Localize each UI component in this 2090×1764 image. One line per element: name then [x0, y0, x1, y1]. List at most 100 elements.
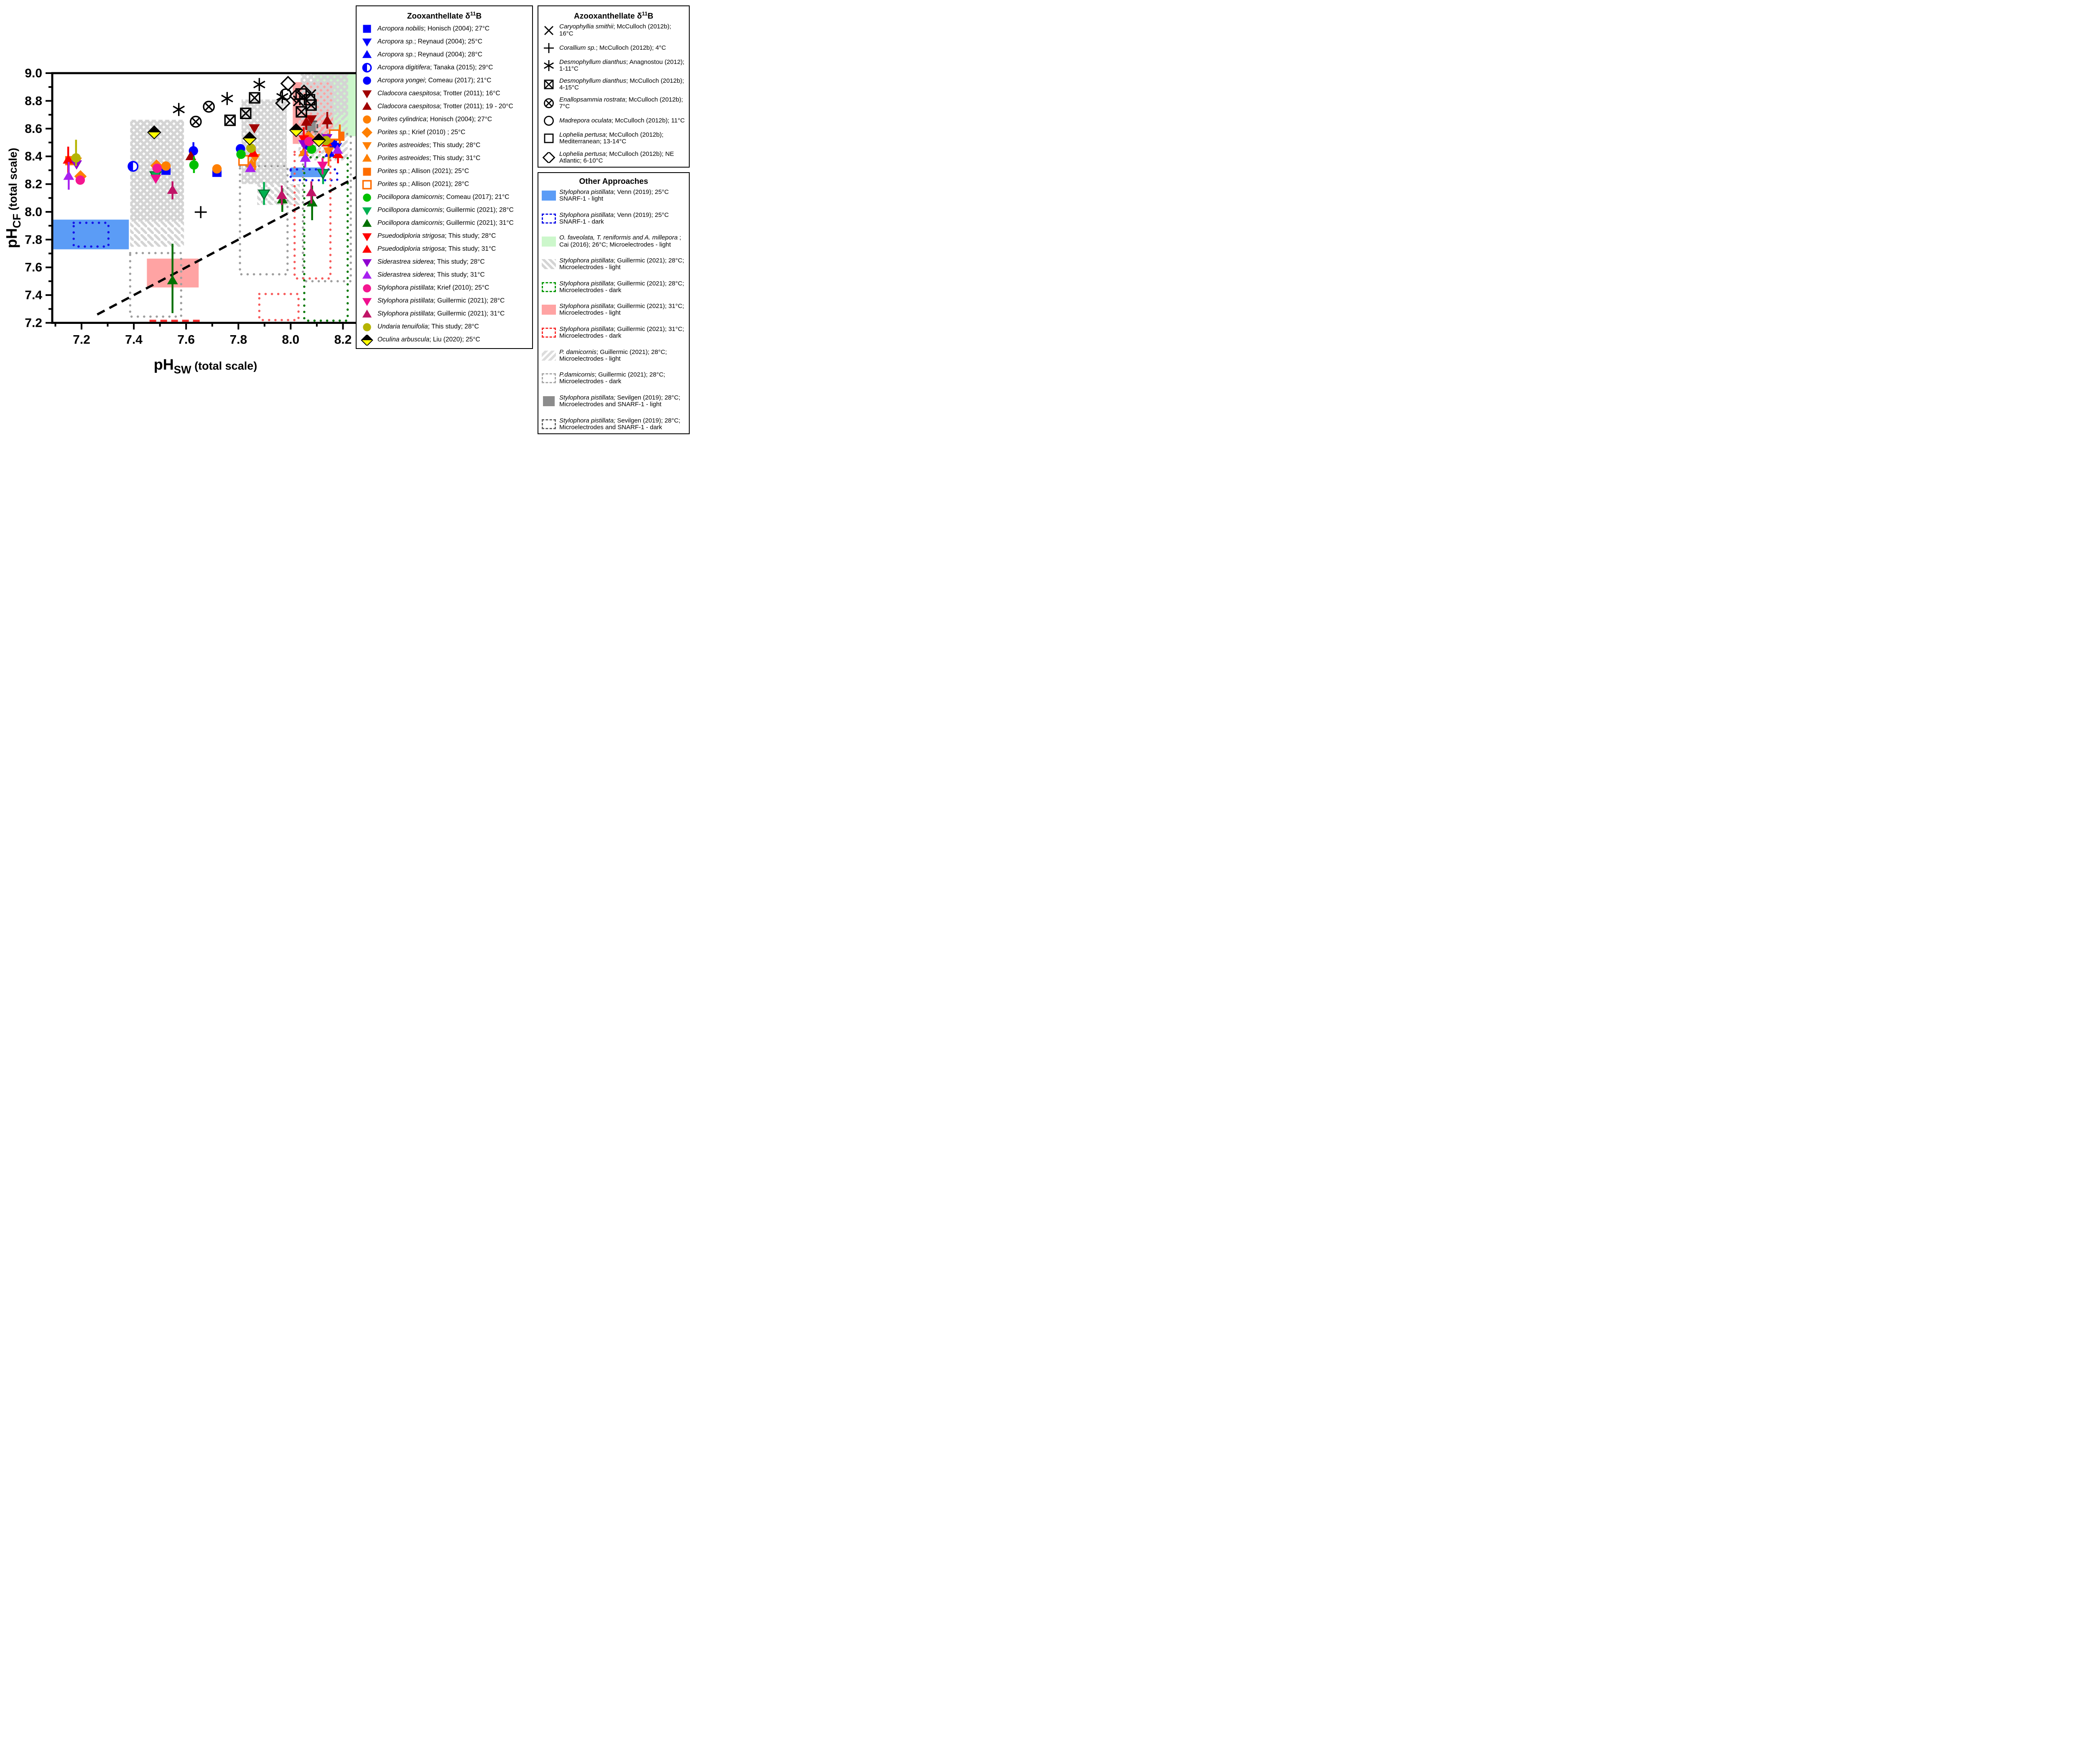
- marker-triangle-up: [362, 270, 372, 279]
- legend-marker-icon: [363, 76, 371, 85]
- marker-triangle-down: [317, 161, 328, 171]
- legend-marker-icon: [362, 207, 372, 215]
- legend-item-label: Desmophyllum dianthus; McCulloch (2012b)…: [559, 77, 686, 91]
- legend-item-label: Caryophyllia smithii; McCulloch (2012b);…: [559, 23, 686, 37]
- legend-marker: [360, 205, 374, 216]
- legend-item-label: Acropora nobilis; Honisch (2004); 27°C: [377, 25, 489, 33]
- legend-marker: [542, 25, 556, 36]
- legend-item-label: Stylophora pistillata; Guillermic (2021)…: [559, 326, 686, 339]
- marker-oculina-outline: [242, 131, 257, 146]
- legend-item: Stylophora pistillata; Sevilgen (2019); …: [542, 394, 686, 408]
- reference-text: Sevilgen (2019); 28°C; Microelectrodes a…: [559, 394, 681, 408]
- marker-oculina-diamond-top: [361, 334, 373, 340]
- legend-marker-icon: [544, 43, 554, 53]
- species-name: Cladocora caespitosa: [377, 103, 440, 110]
- marker-oculina-diamond-bottom: [290, 130, 303, 137]
- marker-half-circle-fill: [128, 161, 133, 171]
- legend-marker: [360, 283, 374, 294]
- marker-circle: [152, 163, 162, 173]
- marker-triangle-up: [321, 115, 333, 125]
- marker-oculina-outline: [147, 125, 161, 140]
- legend-item: Siderastrea siderea; This study; 31°C: [360, 270, 529, 281]
- legend-swatch-sw-fill-salmon: [542, 305, 556, 315]
- legend-item: Stylophora pistillata; Venn (2019); 25°C…: [542, 188, 686, 202]
- marker-triangle-down: [362, 38, 372, 47]
- legend-item-label: Undaria tenuifolia; This study; 28°C: [377, 323, 479, 331]
- region-fill: [53, 219, 129, 249]
- legend-swatch-sw-dash-gray: [542, 373, 556, 384]
- y-tick-label: 8.4: [25, 150, 42, 163]
- sw-dash-green-icon: [542, 282, 556, 292]
- marker-diamond: [362, 127, 372, 138]
- reference-text: ; Allison (2021); 25°C: [408, 168, 469, 175]
- legend-marker: [360, 140, 374, 151]
- marker-circle-x: [191, 117, 200, 126]
- reference-text: ; Guillermic (2021); 31°C; Microelectrod…: [559, 303, 684, 317]
- reference-text: ; McCulloch (2012b); 4-15°C: [559, 77, 684, 91]
- legend-zoox-items: Acropora nobilis; Honisch (2004); 27°C Ac…: [360, 23, 529, 346]
- marker-square: [363, 168, 371, 176]
- reference-text: ; Guillermic (2021); 31°C: [433, 310, 505, 318]
- x-tick-label: 7.2: [73, 333, 90, 347]
- y-tick-label: 7.6: [25, 261, 42, 275]
- marker-open-diamond: [280, 76, 296, 92]
- legend-item-label: P.damicornis; Guillermic (2021); 28°C; M…: [559, 372, 686, 385]
- reference-text: Sevilgen (2019); 28°C; Microelectrodes a…: [559, 417, 681, 431]
- marker-triangle-up: [300, 153, 311, 162]
- marker-triangle-down: [323, 147, 334, 157]
- species-name: Stylophora pistillata: [559, 303, 614, 310]
- species-name: Pocillopora damicornis: [377, 193, 443, 201]
- figure: 7.2 7.4 7.6 7.8 8.0 8.2 7.2 7.4 7.6 7.8 8.0 8.2 8.4 8…: [0, 0, 696, 441]
- legend-marker: [360, 244, 374, 255]
- legend-marker-icon: [362, 180, 372, 189]
- legend-marker-icon: [362, 90, 372, 99]
- reference-text: ; Anagnostou (2012); 1-11°C: [559, 58, 685, 72]
- reference-text: ; Guillermic (2021); 28°C; Microelectrod…: [559, 371, 665, 385]
- region-dotted-outline: [129, 252, 183, 318]
- legend-item: Caryophyllia smithii; McCulloch (2012b);…: [542, 23, 686, 37]
- sw-hatch-b-icon: [542, 350, 556, 361]
- legend-swatch-sw-dash-red: [542, 328, 556, 338]
- legend-zoox-title: Zooxanthellate δ11B: [360, 10, 529, 21]
- y-tick-label: 8.0: [25, 205, 42, 219]
- legend-marker-icon: [542, 152, 556, 163]
- legend-item-label: P. damicornis; Guillermic (2021); 28°C; …: [559, 349, 686, 362]
- species-name: Porites astreoides: [377, 155, 430, 162]
- series: [185, 112, 333, 160]
- species-name: Corallium sp.: [559, 44, 596, 51]
- legend-item: Porites cylindrica; Honisch (2004); 27°C: [360, 114, 529, 125]
- legend-item: Stylophora pistillata; Guillermic (2021)…: [542, 303, 686, 316]
- species-name: Desmophyllum dianthus: [559, 77, 627, 84]
- species-name: Stylophora pistillata: [559, 325, 614, 333]
- legend-item-label: Acropora yongei; Comeau (2017); 21°C: [377, 77, 491, 84]
- sw-fill-salmon-icon: [542, 305, 556, 315]
- reference-text: ; This study; 28°C: [429, 142, 481, 149]
- marker-circle: [75, 175, 85, 185]
- legend-marker-icon: [363, 193, 371, 202]
- reference-text: ; McCulloch (2012b); NE Atlantic; 6-10°C: [559, 150, 674, 164]
- legend-marker-icon: [362, 244, 372, 253]
- species-name: Stylophora pistillata;: [559, 417, 616, 424]
- marker-triangle-down: [362, 90, 372, 99]
- marker-oculina-outline: [361, 334, 373, 346]
- legend-swatch-sw-dash-green: [542, 282, 556, 292]
- legend-swatch-sw-hatch-b: [542, 350, 556, 361]
- legend-azoox-title: Azooxanthellate δ11B: [542, 10, 686, 21]
- legend-item-label: Stylophora pistillata; Venn (2019); 25°C…: [559, 188, 686, 202]
- isotope-superscript: 11: [470, 10, 476, 17]
- marker-circle: [236, 149, 246, 159]
- marker-triangle-down: [362, 142, 372, 150]
- legend-item: Stylophora pistillata; Guillermic (2021)…: [360, 296, 529, 307]
- x-tick-label: 8.2: [334, 333, 352, 347]
- legend-marker-icon: [362, 219, 372, 227]
- legend-item: Acropora yongei; Comeau (2017); 21°C: [360, 75, 529, 86]
- legend-item-label: Porites astreoides; This study; 31°C: [377, 155, 480, 162]
- reference-text: ; Guillermic (2021); 31°C; Microelectrod…: [559, 325, 684, 340]
- reference-text: ; Honisch (2004); 27°C: [426, 116, 492, 123]
- legend-marker: [542, 98, 556, 109]
- reference-text: ; Trotter (2011); 19 - 20°C: [440, 103, 513, 110]
- legend-marker: [360, 75, 374, 86]
- legend-item-label: Porites cylindrica; Honisch (2004); 27°C: [377, 116, 492, 123]
- y-tick-label: 7.4: [25, 288, 42, 302]
- legend-marker: [542, 79, 556, 90]
